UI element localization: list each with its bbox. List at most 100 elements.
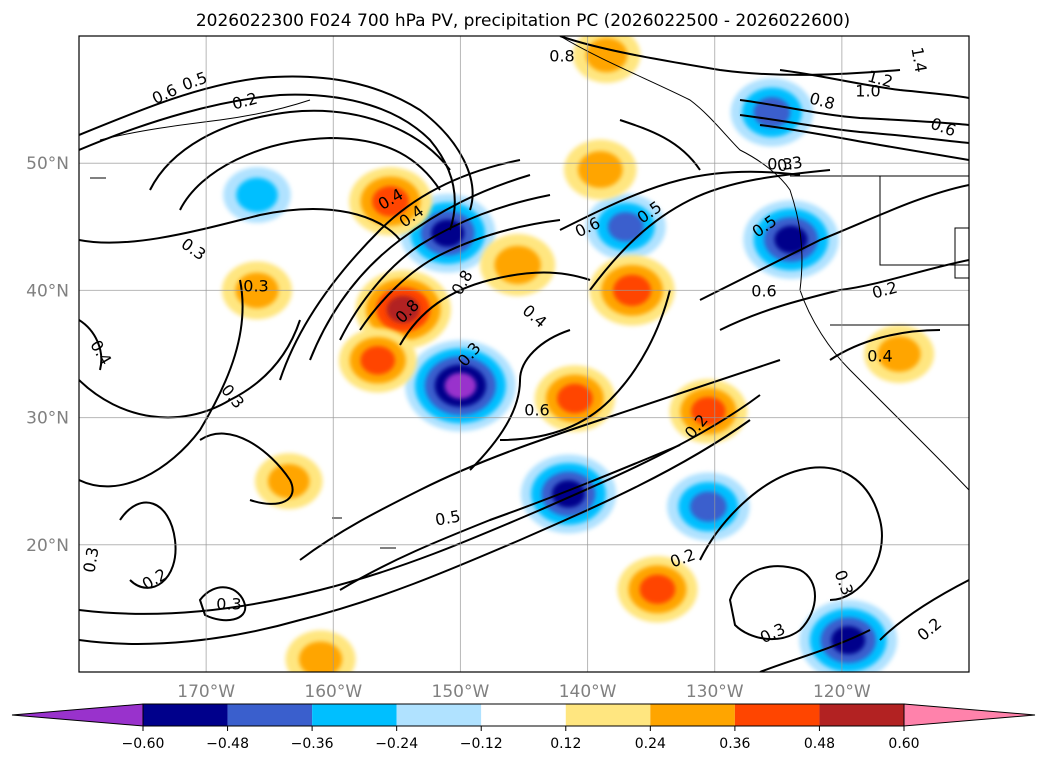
precip-pc-region bbox=[386, 295, 420, 324]
pv-contour bbox=[589, 169, 831, 291]
pv-contour-label: 1.0 bbox=[855, 82, 880, 101]
latitude-tick-labels: 20°N 30°N 40°N 50°N bbox=[26, 154, 69, 556]
pv-contour bbox=[739, 99, 969, 126]
pv-contour-label: 0.5 bbox=[434, 506, 462, 529]
colorbar-cell bbox=[565, 704, 651, 726]
longitude-tick-label: 160°W bbox=[304, 682, 362, 702]
longitude-tick-label: 140°W bbox=[559, 682, 617, 702]
colorbar-cell bbox=[819, 704, 904, 726]
colorbar-cell bbox=[312, 704, 397, 726]
pv-contour-label: 0.3 bbox=[216, 595, 241, 614]
precip-pc-region bbox=[360, 346, 396, 375]
colorbar-extend-min bbox=[11, 703, 144, 727]
pv-contour-label: 1.4 bbox=[907, 46, 930, 74]
colorbar: −0.60 −0.48 −0.36 −0.24 −0.12 0.12 0.24 0.36 0.4… bbox=[11, 703, 1036, 752]
pv-contour bbox=[499, 289, 671, 441]
pv-contour-label: 0.3 bbox=[243, 277, 268, 296]
chart-title: 2026022300 F024 700 hPa PV, precipitatio… bbox=[196, 11, 850, 31]
longitude-tick-label: 170°W bbox=[177, 682, 235, 702]
pv-contour bbox=[559, 36, 901, 76]
colorbar-cell bbox=[734, 704, 820, 726]
pv-contour bbox=[619, 119, 701, 171]
pv-contour bbox=[339, 194, 551, 341]
pv-contour-label: 0.3 bbox=[79, 546, 102, 574]
pv-contour bbox=[879, 579, 969, 641]
pv-contour bbox=[728, 565, 816, 641]
precip-pc-region bbox=[372, 186, 409, 217]
pv-contour bbox=[198, 586, 247, 622]
pv-contour bbox=[279, 159, 521, 381]
colorbar-cells bbox=[11, 703, 1036, 727]
colorbar-extend-max bbox=[903, 703, 1036, 727]
border bbox=[879, 176, 969, 266]
coastlines-and-borders bbox=[90, 36, 969, 549]
latitude-tick-label: 40°N bbox=[26, 281, 69, 301]
pv-contour bbox=[79, 279, 244, 488]
pv-contour bbox=[79, 319, 301, 419]
pv-contour bbox=[79, 208, 401, 244]
precip-pc-region bbox=[557, 383, 593, 414]
pv-contour bbox=[699, 466, 883, 601]
colorbar-tick-label: −0.36 bbox=[291, 736, 334, 752]
pv-contour bbox=[739, 114, 969, 144]
pv-contour-label: 0.6 bbox=[751, 282, 776, 301]
pv-contour bbox=[559, 170, 801, 231]
precip-pc-region bbox=[753, 97, 791, 128]
latitude-tick-label: 50°N bbox=[26, 154, 69, 174]
colorbar-tick-label: 0.36 bbox=[719, 736, 750, 752]
pv-contour-label: 0.8 bbox=[549, 47, 574, 66]
pv-contour bbox=[79, 93, 456, 231]
longitude-tick-label: 130°W bbox=[686, 682, 744, 702]
pv-contour bbox=[79, 394, 761, 615]
pv-contour-label: 0.6 bbox=[524, 401, 549, 420]
pv-contour bbox=[309, 174, 531, 361]
colorbar-tick-labels: −0.60 −0.48 −0.36 −0.24 −0.12 0.12 0.24 0.36 0.4… bbox=[122, 726, 920, 752]
colorbar-outline bbox=[142, 703, 905, 727]
colorbar-tick-label: −0.48 bbox=[206, 736, 249, 752]
colorbar-tick-label: −0.12 bbox=[460, 736, 503, 752]
precip-pc-region bbox=[639, 574, 676, 605]
colorbar-tick-label: −0.60 bbox=[122, 736, 165, 752]
pv-contour bbox=[199, 432, 294, 505]
latitude-tick-label: 30°N bbox=[26, 409, 69, 429]
precip-pc-region bbox=[877, 336, 921, 372]
border bbox=[954, 227, 969, 279]
longitude-tick-label: 120°W bbox=[813, 682, 871, 702]
pv-contour bbox=[759, 629, 871, 672]
pv-contour bbox=[699, 184, 969, 301]
longitude-tick-labels: 170°W 160°W 150°W 140°W 130°W 120°W bbox=[177, 682, 871, 702]
colorbar-cell bbox=[227, 704, 313, 726]
precip-pc-region bbox=[691, 396, 726, 426]
colorbar-tick-label: 0.60 bbox=[888, 736, 919, 752]
coastline bbox=[99, 99, 311, 141]
coastline bbox=[559, 36, 969, 491]
colorbar-cell bbox=[396, 704, 482, 726]
precip-pc-region bbox=[607, 212, 644, 242]
pv-contour-label: 0.3 bbox=[767, 155, 792, 174]
pv-contour bbox=[759, 124, 969, 161]
graticule bbox=[79, 36, 969, 672]
precip-pc-region bbox=[577, 151, 623, 189]
pv-contour bbox=[399, 271, 591, 346]
precip-pc-region bbox=[689, 491, 727, 522]
precip-pc-region bbox=[236, 177, 278, 213]
colorbar-tick-label: −0.24 bbox=[375, 736, 418, 752]
pv-contour bbox=[469, 329, 571, 471]
colorbar-cell bbox=[143, 704, 228, 726]
map-frame bbox=[78, 35, 970, 673]
precip-pc-region bbox=[298, 641, 343, 672]
pv-contour bbox=[79, 319, 103, 371]
colorbar-tick-label: 0.12 bbox=[550, 736, 581, 752]
precip-pc-region bbox=[267, 464, 310, 499]
pv-contour bbox=[149, 109, 451, 191]
map-panel: 0.6 0.50.20.8 1.41.21.00.80.60.30.40.40.30… bbox=[78, 35, 970, 673]
colorbar-cell bbox=[650, 704, 735, 726]
colorbar-cell bbox=[481, 704, 566, 726]
pv-contour bbox=[299, 359, 781, 561]
latitude-tick-label: 20°N bbox=[26, 536, 69, 556]
pv-contour bbox=[359, 219, 561, 331]
map-background bbox=[79, 36, 969, 672]
pv-contour bbox=[79, 419, 751, 645]
pv-contour bbox=[829, 329, 941, 361]
longitude-tick-label: 150°W bbox=[432, 682, 490, 702]
